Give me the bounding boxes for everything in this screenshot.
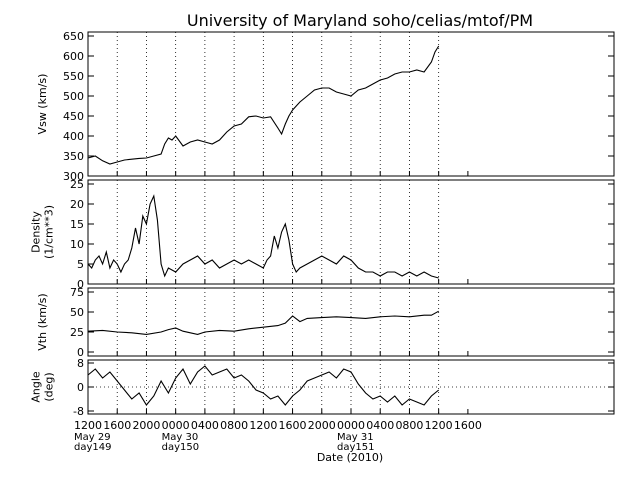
- y-tick-label-density-2: 10: [70, 238, 84, 251]
- y-axis-label-vth-0: Vth (km/s): [36, 293, 49, 350]
- panel-vth: 0 25 50 75 Vth (km/s): [36, 286, 615, 359]
- chart-title: University of Maryland soho/celias/mtof/…: [187, 11, 533, 30]
- panel-angle: -8 0 8 Angle (deg): [30, 357, 615, 418]
- y-tick-label-vsw-7: 650: [63, 30, 84, 43]
- y-tick-label-density-3: 15: [70, 218, 84, 231]
- x-tick-label-12: 1200: [425, 419, 453, 432]
- x-tick-label-9: 0000: [337, 419, 365, 432]
- series-line-vsw: [87, 45, 440, 165]
- x-tick-label-13: 1600: [454, 419, 482, 432]
- x-tick-label-6: 1200: [249, 419, 277, 432]
- y-tick-label-angle-2: 8: [77, 357, 84, 370]
- x-tick-label-7: 1600: [279, 419, 307, 432]
- x-axis-label: Date (2010): [317, 451, 383, 464]
- y-tick-label-density-5: 25: [70, 178, 84, 191]
- y-tick-label-density-1: 5: [77, 258, 84, 271]
- x-tick-sublabel-0-1: day149: [74, 442, 111, 453]
- y-tick-label-vth-2: 50: [70, 306, 84, 319]
- x-tick-label-5: 0800: [220, 419, 248, 432]
- y-axis-label-vsw-0: Vsw (km/s): [36, 74, 49, 135]
- y-axis-label-angle-1: (deg): [43, 372, 56, 401]
- panel-density: 0 5 10 15 20 25 Density (1/cm**3): [30, 178, 615, 291]
- x-tick-sublabel-9-0: May 31: [337, 432, 374, 443]
- panel-frame-vth: [87, 287, 615, 357]
- x-tick-label-4: 0400: [191, 419, 219, 432]
- panel-vsw: 300 350 400 450 500 550 600 650 Vsw (km/s): [36, 30, 615, 183]
- x-tick-label-1: 1600: [103, 419, 131, 432]
- y-tick-label-vsw-6: 600: [63, 50, 84, 63]
- x-tick-label-0: 1200: [74, 419, 102, 432]
- x-tick-sublabel-3-0: May 30: [162, 432, 199, 443]
- x-tick-sublabel-3-1: day150: [162, 442, 199, 453]
- y-tick-label-vsw-0: 300: [63, 170, 84, 183]
- series-line-vth: [87, 310, 439, 335]
- y-tick-label-vsw-4: 500: [63, 90, 84, 103]
- y-tick-label-vth-0: 0: [77, 346, 84, 359]
- y-tick-label-vsw-2: 400: [63, 130, 84, 143]
- y-axis-label-density-1: (1/cm**3): [43, 205, 56, 259]
- y-tick-label-density-0: 0: [77, 278, 84, 291]
- x-tick-label-10: 0400: [366, 419, 394, 432]
- y-tick-label-vsw-1: 350: [63, 150, 84, 163]
- y-tick-label-vth-3: 75: [70, 286, 84, 299]
- y-tick-label-angle-0: -8: [73, 405, 84, 418]
- x-tick-sublabel-0-0: May 29: [74, 432, 111, 443]
- x-tick-sublabel-9-1: day151: [337, 442, 374, 453]
- series-line-density: [87, 194, 439, 279]
- x-tick-label-8: 2000: [308, 419, 336, 432]
- y-axis-label-angle-0: Angle: [30, 371, 43, 403]
- x-tick-label-11: 0800: [395, 419, 423, 432]
- y-tick-label-vsw-5: 550: [63, 70, 84, 83]
- series-line-angle: [87, 365, 440, 406]
- y-tick-label-density-4: 20: [70, 198, 84, 211]
- x-tick-label-2: 2000: [132, 419, 160, 432]
- y-tick-label-angle-1: 0: [77, 381, 84, 394]
- y-tick-label-vth-1: 25: [70, 326, 84, 339]
- y-axis-label-density-0: Density: [30, 211, 43, 253]
- y-tick-label-vsw-3: 450: [63, 110, 84, 123]
- x-tick-label-3: 0000: [162, 419, 190, 432]
